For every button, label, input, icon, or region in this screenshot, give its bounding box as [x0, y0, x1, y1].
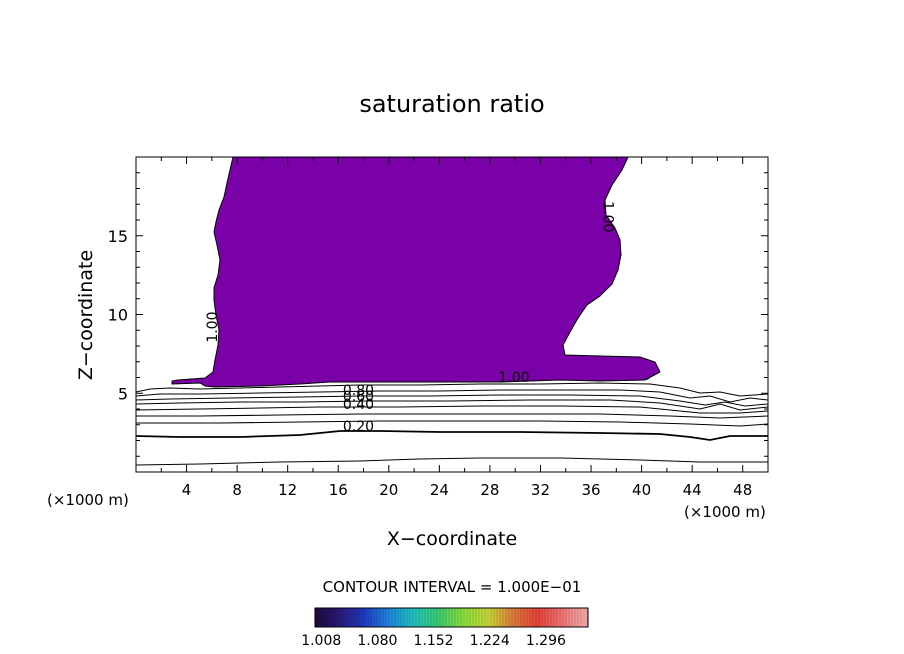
colorbar-labels: 1.008 1.080 1.152 1.224 1.296: [301, 633, 566, 649]
contour-line-0-50: [136, 399, 768, 411]
x-axis-unit-left: (×1000 m): [47, 491, 129, 509]
contour-label: 0.80: [343, 383, 374, 399]
contour-line-0-80: [136, 382, 768, 397]
subsaturated-contours: [136, 382, 768, 466]
x-tick-label: 12: [278, 481, 297, 499]
colorbar: [314, 607, 589, 628]
colorbar-stripes: [316, 609, 588, 626]
x-axis-unit-right: (×1000 m): [684, 503, 766, 521]
x-tick-label: 24: [430, 481, 449, 499]
contour-labels: 1.00 1.00 1.00 0.800.600.40 0.20: [205, 201, 616, 435]
contour-label: 0.60: [343, 389, 374, 405]
x-tick-label: 20: [379, 481, 398, 499]
x-tick-label: 16: [329, 481, 348, 499]
x-tick-label: 8: [232, 481, 242, 499]
x-axis-title: X−coordinate: [387, 528, 517, 550]
y-tick-label: 15: [108, 227, 128, 246]
x-tick-label: 36: [581, 481, 600, 499]
colorbar-tick-label: 1.224: [470, 633, 510, 649]
colorbar-tick-label: 1.296: [526, 633, 566, 649]
contour-line-0-20: [136, 430, 768, 441]
y-axis-title: Z−coordinate: [75, 250, 97, 380]
x-tick-label: 32: [531, 481, 550, 499]
contour-line-0-30: [136, 420, 768, 427]
contour-label: 1.00: [205, 312, 221, 343]
x-tick-label: 48: [733, 481, 752, 499]
colorbar-tick-label: 1.080: [357, 633, 397, 649]
contour-label: 1.00: [600, 201, 616, 232]
y-tick-label: 10: [108, 306, 128, 325]
contour-line-0-60: [136, 394, 768, 407]
chart-title: saturation ratio: [359, 90, 544, 118]
colorbar-tick-label: 1.152: [414, 633, 454, 649]
contour-line-0-70: [136, 389, 768, 403]
contour-line-0-40: [136, 405, 768, 414]
x-tick-label: 4: [182, 481, 192, 499]
x-tick-label: 40: [632, 481, 651, 499]
contour-label: 0.20: [343, 419, 374, 435]
y-tick-label: 5: [118, 384, 128, 403]
contour-line-0-35: [136, 413, 768, 419]
contour-label: 0.40: [343, 397, 374, 413]
x-axis: 4 8 12 16 20 24 28 32 36 40 44 48: [160, 157, 752, 499]
x-tick-label: 44: [683, 481, 702, 499]
y-axis: 5 10 15: [108, 172, 768, 457]
colorbar-tick-label: 1.008: [301, 633, 341, 649]
contour-line-0-10: [136, 457, 768, 466]
x-tick-label: 28: [480, 481, 499, 499]
contour-interval-note: CONTOUR INTERVAL = 1.000E−01: [323, 578, 582, 596]
plot-area: [136, 157, 768, 472]
contour-label: 1.00: [498, 370, 529, 386]
